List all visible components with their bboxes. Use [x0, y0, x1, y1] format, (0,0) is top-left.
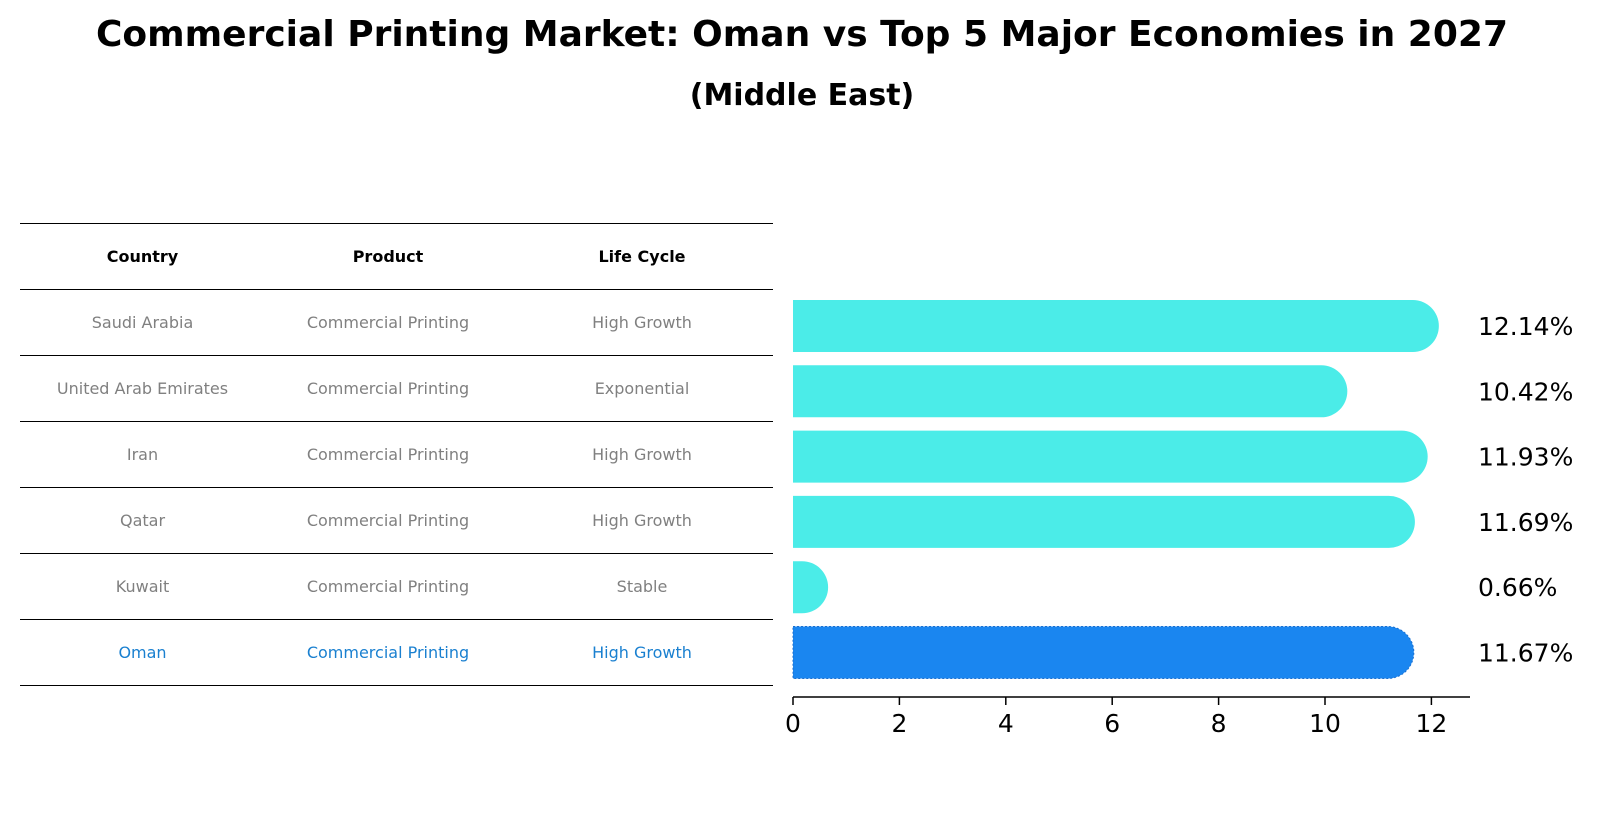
bar-value-label: 11.69% [1478, 508, 1573, 537]
cell-life-cycle: High Growth [511, 289, 773, 356]
table-row: Kuwait Commercial Printing Stable [20, 553, 773, 620]
x-tick-label: 2 [891, 709, 907, 738]
bar-value-label: 11.93% [1478, 443, 1573, 472]
cell-product: Commercial Printing [265, 487, 511, 554]
cell-life-cycle: Stable [511, 553, 773, 620]
cell-product: Commercial Printing [265, 553, 511, 620]
cell-life-cycle: High Growth [511, 619, 773, 686]
bar [793, 300, 1439, 352]
bar-value-label: 12.14% [1478, 312, 1573, 341]
bar-highlight [792, 626, 1415, 679]
table-row: Iran Commercial Printing High Growth [20, 421, 773, 488]
table-row: Saudi Arabia Commercial Printing High Gr… [20, 289, 773, 356]
cell-country: Qatar [20, 487, 265, 554]
cell-country: Iran [20, 421, 265, 488]
bar-value-label: 0.66% [1478, 573, 1557, 602]
table-header-row: Country Product Life Cycle [20, 223, 773, 290]
x-tick-label: 6 [1104, 709, 1120, 738]
cell-product: Commercial Printing [265, 421, 511, 488]
x-tick-label: 4 [998, 709, 1014, 738]
cell-life-cycle: Exponential [511, 355, 773, 422]
table-row-highlight: Oman Commercial Printing High Growth [20, 619, 773, 686]
bar [793, 430, 1428, 483]
bar [793, 365, 1348, 418]
chart-subtitle: (Middle East) [689, 78, 915, 113]
header-product: Product [265, 223, 511, 290]
table-row: United Arab Emirates Commercial Printing… [20, 355, 773, 422]
header-life-cycle: Life Cycle [511, 223, 773, 290]
cell-product: Commercial Printing [265, 355, 511, 422]
bar-value-label: 11.67% [1478, 639, 1573, 668]
cell-life-cycle: High Growth [511, 487, 773, 554]
cell-country: Oman [20, 619, 265, 686]
header-country: Country [20, 223, 265, 290]
cell-country: Kuwait [20, 553, 265, 620]
chart-title: Commercial Printing Market: Oman vs Top … [96, 14, 1508, 55]
table-row: Qatar Commercial Printing High Growth [20, 487, 773, 554]
bar-value-label: 10.42% [1478, 377, 1573, 406]
x-tick-label: 10 [1309, 709, 1341, 738]
cell-country: Saudi Arabia [20, 289, 265, 356]
cell-product: Commercial Printing [265, 289, 511, 356]
cell-country: United Arab Emirates [20, 355, 265, 422]
cell-life-cycle: High Growth [511, 421, 773, 488]
bar [793, 561, 829, 614]
x-tick-label: 0 [785, 709, 801, 738]
country-table: Country Product Life Cycle Saudi Arabia … [20, 223, 773, 686]
x-tick-label: 8 [1211, 709, 1227, 738]
x-tick-label: 12 [1415, 709, 1447, 738]
cell-product: Commercial Printing [265, 619, 511, 686]
bar [793, 495, 1415, 548]
